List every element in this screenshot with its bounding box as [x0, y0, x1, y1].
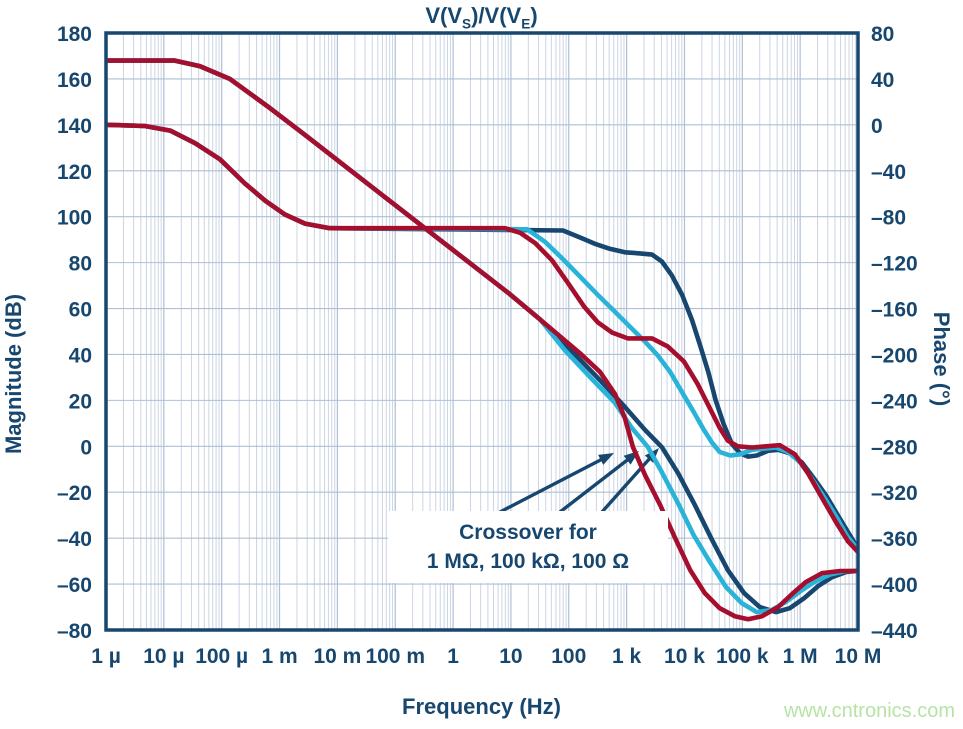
watermark-text: www.cntronics.com	[783, 700, 955, 722]
tick-labels: 180160140120100806040200–20–40–60–808040…	[57, 23, 918, 668]
y-right-tick-label: –280	[871, 436, 918, 459]
plot-frame	[104, 31, 860, 632]
title-part: )	[530, 3, 538, 28]
y-left-tick-label: 180	[57, 23, 92, 46]
y-left-tick-label: 40	[69, 344, 92, 367]
bode-curves	[106, 58, 858, 622]
y-right-tick-label: 80	[871, 23, 894, 46]
y-right-tick-label: 0	[871, 115, 883, 138]
x-tick-label: 100	[551, 645, 586, 668]
y-right-tick-label: –40	[871, 161, 906, 184]
x-tick-label: 100 k	[716, 645, 769, 668]
y-right-tick-label: –400	[871, 574, 918, 597]
title-part: )/V(V	[471, 3, 522, 28]
x-tick-label: 10 k	[664, 645, 705, 668]
title-subscript-e: E	[521, 16, 531, 32]
y-left-tick-label: 100	[57, 207, 92, 230]
y-right-tick-label: –320	[871, 482, 918, 505]
crossover-annotation-line2: 1 MΩ, 100 kΩ, 100 Ω	[426, 550, 630, 573]
x-tick-label: 1 M	[783, 645, 818, 668]
crossover-annotation: Crossover for 1 MΩ, 100 kΩ, 100 Ω	[388, 511, 668, 583]
x-tick-label: 10 M	[835, 645, 882, 668]
crossover-arrows	[499, 448, 659, 514]
y-right-tick-label: –240	[871, 390, 918, 413]
y-left-tick-label: 20	[69, 390, 92, 413]
x-tick-label: 1 k	[612, 645, 642, 668]
x-tick-label: 10 m	[313, 645, 361, 668]
curve-magnitude-1M-red	[106, 58, 858, 622]
y-right-tick-label: –200	[871, 344, 918, 367]
y-axis-label-magnitude: Magnitude (dB)	[1, 293, 26, 455]
y-left-tick-label: –60	[57, 574, 92, 597]
y-right-tick-label: –80	[871, 207, 906, 230]
y-left-tick-label: –80	[57, 620, 92, 643]
title-subscript-s: S	[462, 16, 472, 32]
x-tick-label: 100 µ	[195, 645, 248, 668]
y-right-tick-label: –120	[871, 253, 918, 276]
y-left-tick-label: –40	[57, 528, 92, 551]
x-tick-label: 1 m	[261, 645, 297, 668]
x-tick-label: 10 µ	[143, 645, 184, 668]
y-left-tick-label: 80	[69, 253, 92, 276]
y-right-tick-label: –160	[871, 299, 918, 322]
y-left-tick-label: 140	[57, 115, 92, 138]
y-axis-label-phase: Phase (°)	[929, 311, 954, 407]
y-left-tick-label: 60	[69, 299, 92, 322]
x-tick-label: 1	[447, 645, 459, 668]
curve-phase-1M-red	[106, 122, 858, 555]
x-tick-label: 10	[499, 645, 522, 668]
y-left-tick-label: 0	[80, 436, 92, 459]
y-right-tick-label: –360	[871, 528, 918, 551]
y-left-tick-label: 120	[57, 161, 92, 184]
x-axis-label-frequency: Frequency (Hz)	[402, 694, 561, 719]
x-tick-label: 1 µ	[91, 645, 121, 668]
y-right-tick-label: –440	[871, 620, 918, 643]
y-right-tick-label: 40	[871, 69, 894, 92]
crossover-annotation-line1: Crossover for	[459, 521, 597, 544]
y-left-tick-label: –20	[57, 482, 92, 505]
chart-title: V(VS)/V(VE)	[0, 3, 963, 31]
title-part: V(V	[425, 3, 463, 28]
y-left-tick-label: 160	[57, 69, 92, 92]
x-tick-label: 100 m	[365, 645, 425, 668]
